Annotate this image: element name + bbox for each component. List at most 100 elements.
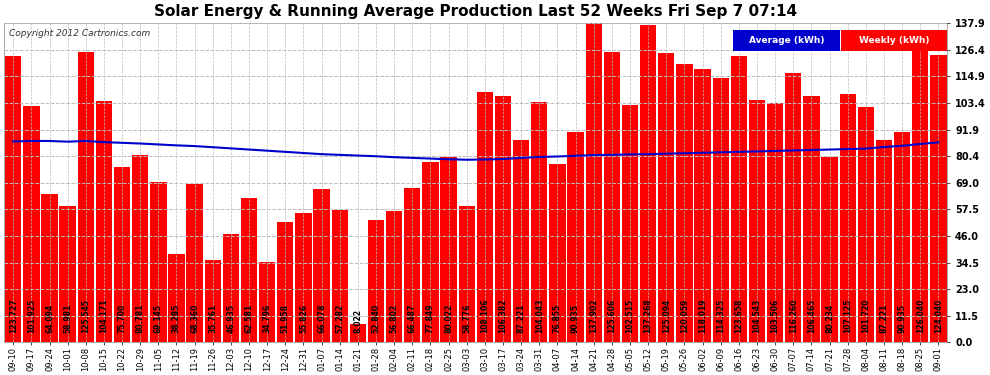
Text: 104.171: 104.171 bbox=[99, 298, 109, 333]
Bar bbox=[676, 64, 693, 342]
Bar bbox=[368, 220, 384, 342]
Text: 68.360: 68.360 bbox=[190, 304, 199, 333]
Bar bbox=[404, 189, 421, 342]
Text: 123.658: 123.658 bbox=[735, 299, 743, 333]
Bar bbox=[622, 105, 639, 342]
Text: 87.221: 87.221 bbox=[879, 304, 888, 333]
FancyBboxPatch shape bbox=[841, 30, 947, 51]
Bar bbox=[349, 324, 366, 342]
Text: 137.902: 137.902 bbox=[589, 298, 598, 333]
Bar bbox=[822, 157, 838, 342]
Bar bbox=[713, 78, 729, 342]
Text: 87.221: 87.221 bbox=[517, 304, 526, 333]
Text: 106.465: 106.465 bbox=[807, 299, 816, 333]
Bar bbox=[585, 23, 602, 342]
Bar bbox=[259, 262, 275, 342]
Text: Average (kWh): Average (kWh) bbox=[748, 36, 825, 45]
Text: 104.043: 104.043 bbox=[535, 299, 544, 333]
Text: 77.849: 77.849 bbox=[426, 304, 435, 333]
Text: 64.094: 64.094 bbox=[45, 304, 54, 333]
Text: 80.234: 80.234 bbox=[825, 304, 834, 333]
Bar bbox=[441, 157, 456, 342]
Bar bbox=[42, 194, 57, 342]
Bar bbox=[458, 206, 475, 342]
Bar bbox=[876, 141, 892, 342]
Bar bbox=[314, 189, 330, 342]
Bar bbox=[857, 107, 874, 342]
Text: 35.761: 35.761 bbox=[208, 304, 217, 333]
Bar bbox=[748, 100, 765, 342]
Text: 66.487: 66.487 bbox=[408, 304, 417, 333]
Text: 118.019: 118.019 bbox=[698, 298, 707, 333]
Text: 125.606: 125.606 bbox=[607, 299, 617, 333]
Text: 104.543: 104.543 bbox=[752, 299, 761, 333]
Bar bbox=[205, 260, 221, 342]
Bar bbox=[567, 132, 584, 342]
Bar bbox=[132, 155, 148, 342]
Text: 90.935: 90.935 bbox=[898, 304, 907, 333]
Text: Copyright 2012 Cartronics.com: Copyright 2012 Cartronics.com bbox=[9, 30, 150, 39]
Text: 106.382: 106.382 bbox=[499, 298, 508, 333]
Bar bbox=[477, 92, 493, 342]
Text: 124.040: 124.040 bbox=[934, 299, 942, 333]
Text: 80.022: 80.022 bbox=[445, 304, 453, 333]
Bar bbox=[531, 102, 547, 342]
Bar bbox=[59, 206, 76, 342]
Bar bbox=[168, 254, 185, 342]
Text: 116.260: 116.260 bbox=[789, 299, 798, 333]
Text: 51.958: 51.958 bbox=[281, 304, 290, 333]
Text: 125.094: 125.094 bbox=[661, 299, 671, 333]
Bar bbox=[894, 132, 910, 342]
Bar bbox=[640, 25, 656, 342]
Text: 123.727: 123.727 bbox=[9, 298, 18, 333]
Text: 62.581: 62.581 bbox=[245, 304, 253, 333]
Bar bbox=[96, 101, 112, 342]
Text: 125.545: 125.545 bbox=[81, 299, 90, 333]
Bar bbox=[694, 69, 711, 342]
Bar bbox=[223, 234, 239, 342]
Text: 76.855: 76.855 bbox=[553, 304, 562, 333]
Bar bbox=[785, 73, 802, 342]
Text: 52.840: 52.840 bbox=[371, 304, 380, 333]
Text: 56.802: 56.802 bbox=[390, 304, 399, 333]
Bar bbox=[241, 198, 257, 342]
Text: 101.720: 101.720 bbox=[861, 298, 870, 333]
Text: 58.776: 58.776 bbox=[462, 304, 471, 333]
Text: 114.325: 114.325 bbox=[716, 299, 726, 333]
Text: 69.145: 69.145 bbox=[153, 304, 163, 333]
Text: 102.515: 102.515 bbox=[626, 299, 635, 333]
Bar bbox=[423, 162, 439, 342]
Text: 120.059: 120.059 bbox=[680, 299, 689, 333]
Text: 108.106: 108.106 bbox=[480, 298, 489, 333]
Bar bbox=[77, 52, 94, 342]
Text: 66.078: 66.078 bbox=[317, 304, 326, 333]
Bar bbox=[840, 94, 855, 342]
Bar bbox=[767, 103, 783, 342]
Text: 55.826: 55.826 bbox=[299, 304, 308, 333]
Text: 101.925: 101.925 bbox=[27, 299, 36, 333]
Text: 80.781: 80.781 bbox=[136, 304, 145, 333]
Text: 57.282: 57.282 bbox=[336, 304, 345, 333]
Text: 46.935: 46.935 bbox=[227, 304, 236, 333]
Bar bbox=[386, 211, 402, 342]
Text: 38.285: 38.285 bbox=[172, 304, 181, 333]
Text: 107.125: 107.125 bbox=[843, 299, 852, 333]
Text: 75.700: 75.700 bbox=[118, 304, 127, 333]
Text: 103.506: 103.506 bbox=[770, 299, 779, 333]
Bar bbox=[277, 222, 293, 342]
Bar bbox=[513, 141, 530, 342]
Text: 126.040: 126.040 bbox=[916, 299, 925, 333]
Bar bbox=[5, 56, 22, 342]
Bar bbox=[604, 52, 620, 342]
Bar bbox=[23, 106, 40, 342]
Bar bbox=[549, 165, 565, 342]
Bar bbox=[658, 53, 674, 342]
Text: 34.796: 34.796 bbox=[262, 304, 271, 333]
Text: 58.981: 58.981 bbox=[63, 304, 72, 333]
Text: 90.935: 90.935 bbox=[571, 304, 580, 333]
Title: Solar Energy & Running Average Production Last 52 Weeks Fri Sep 7 07:14: Solar Energy & Running Average Productio… bbox=[154, 4, 797, 19]
Bar bbox=[295, 213, 312, 342]
Bar bbox=[912, 51, 929, 342]
Text: Weekly (kWh): Weekly (kWh) bbox=[859, 36, 930, 45]
Bar bbox=[332, 210, 347, 342]
